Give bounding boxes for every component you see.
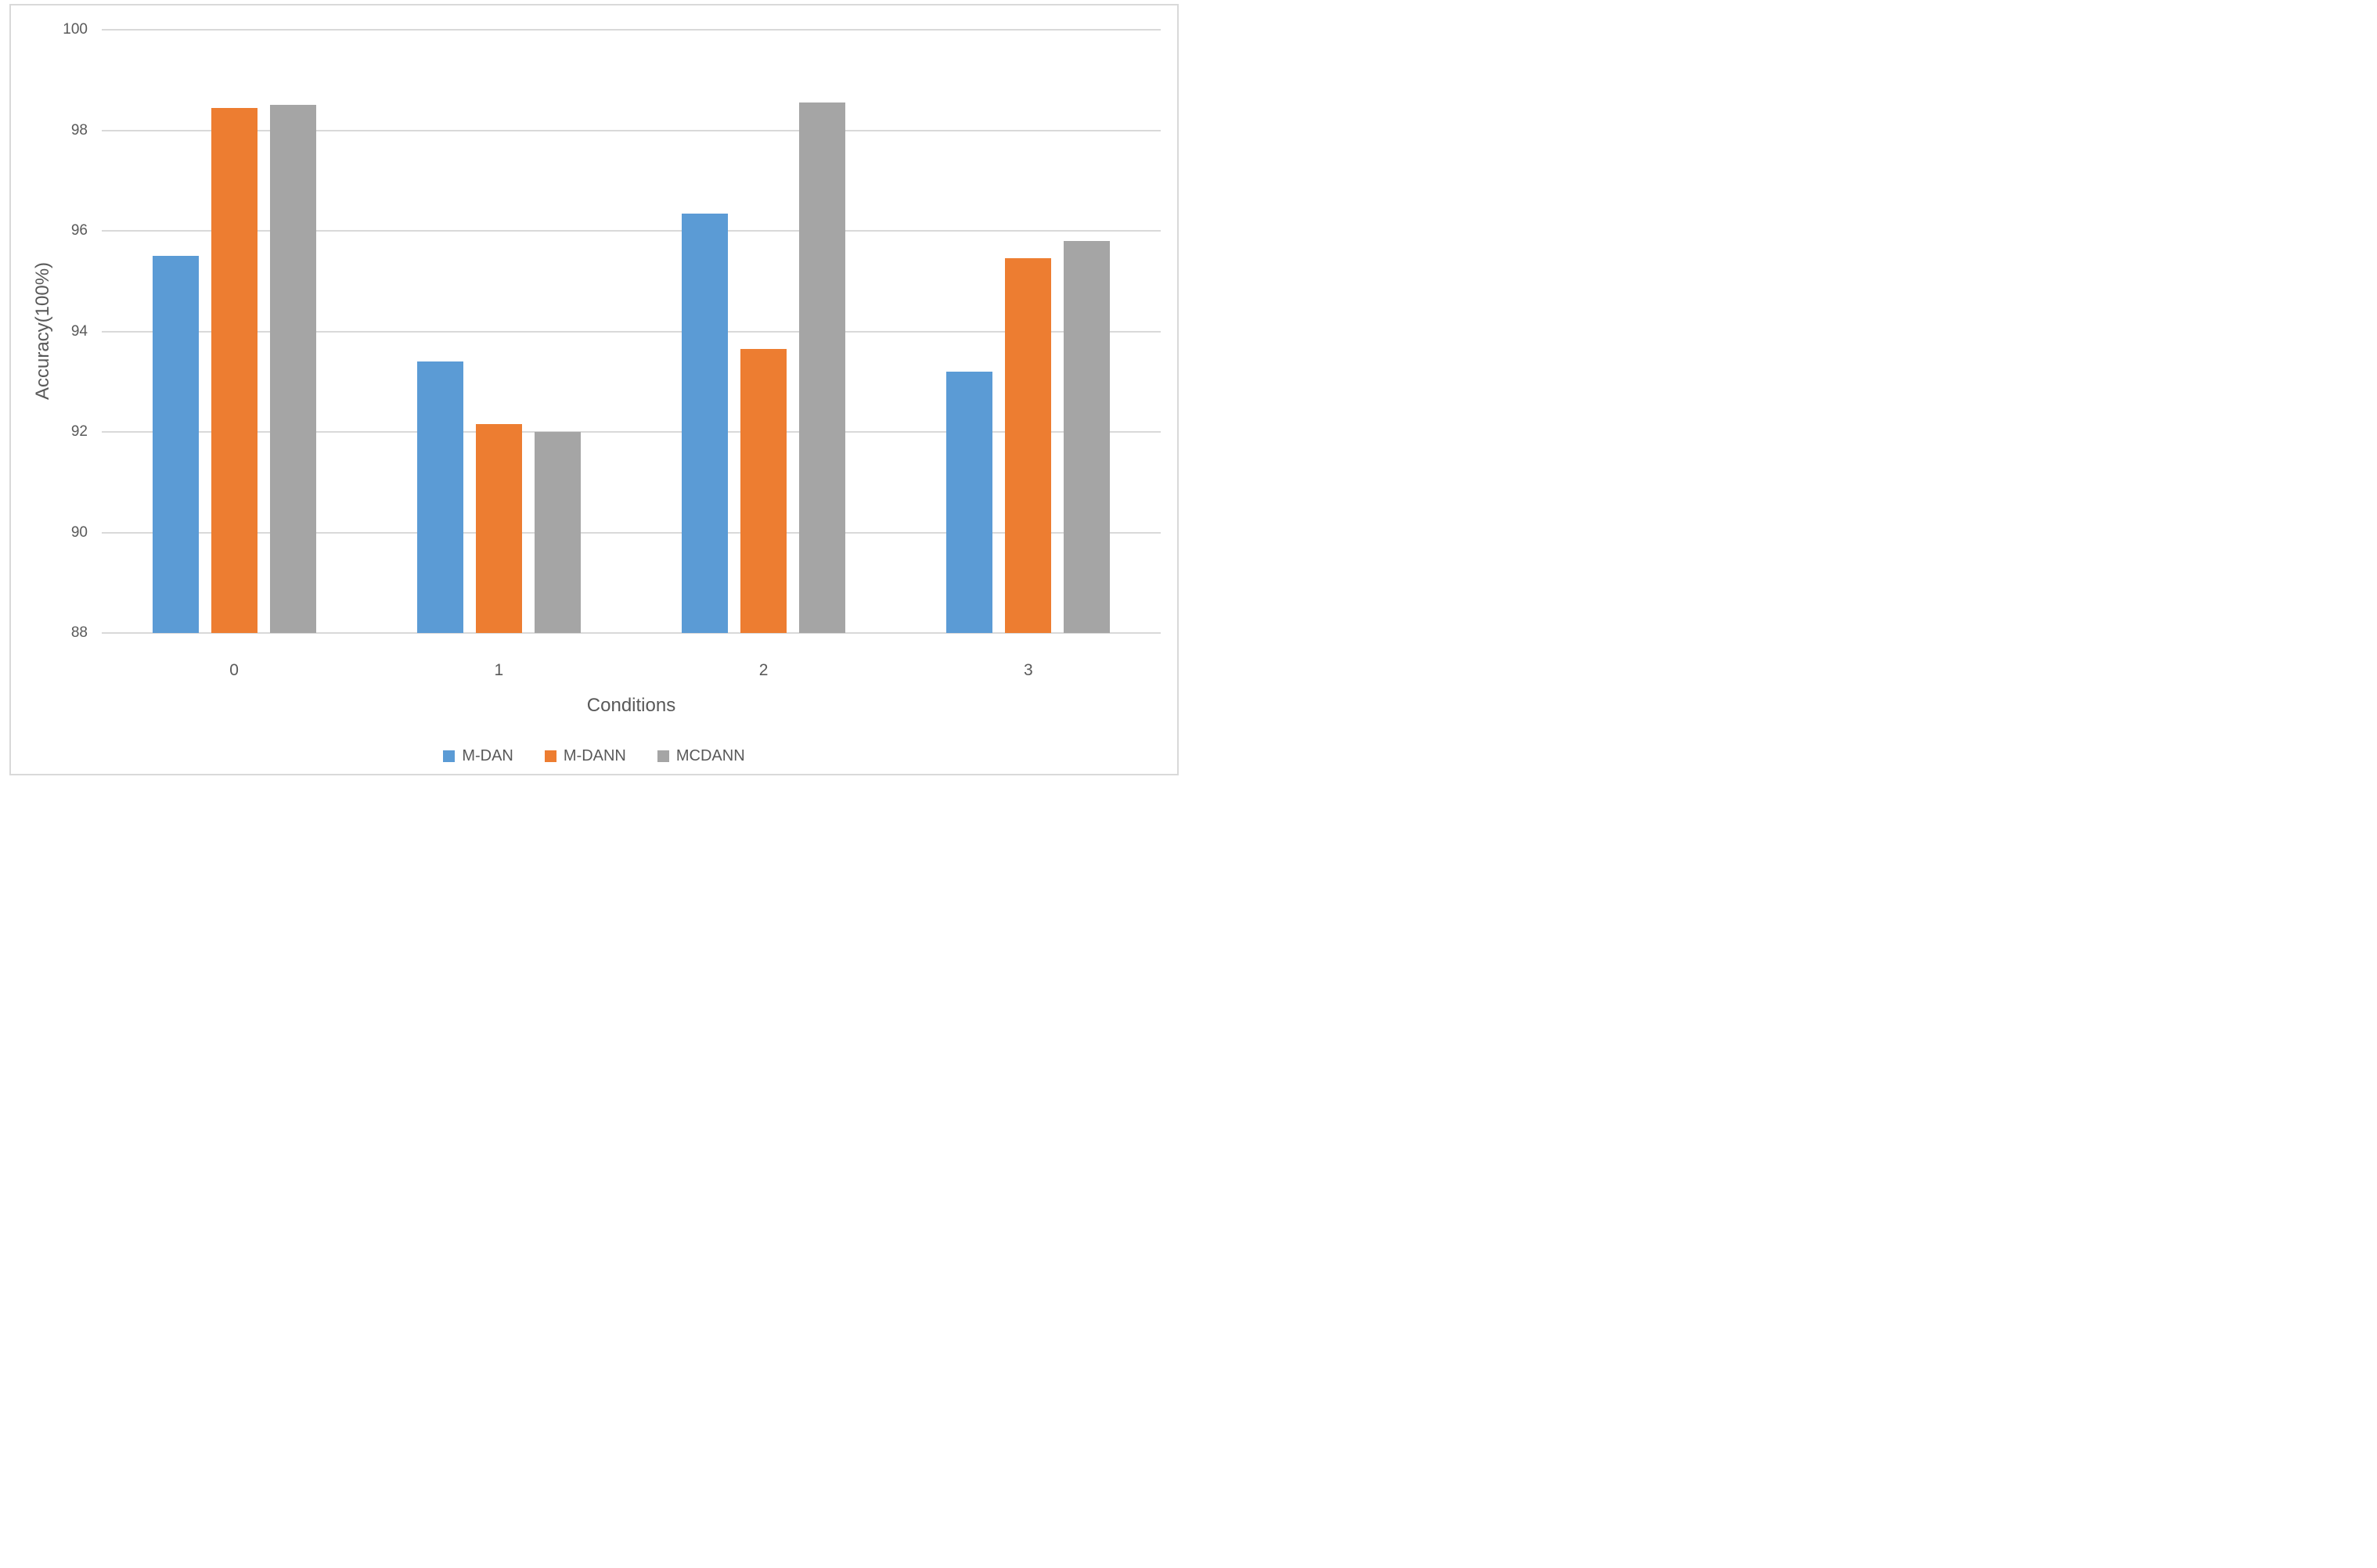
x-tick-label-1: 1 [494,661,504,679]
x-tick-label-3: 3 [1024,661,1033,679]
y-tick-label-94: 94 [70,322,88,340]
y-tick-label-90: 90 [70,523,88,541]
gridline-88 [102,632,1161,634]
legend-label-m-dann: M-DANN [563,746,626,764]
bar-m-dan-2 [682,213,729,633]
gridline-100 [102,29,1161,31]
bar-m-dann-3 [1005,258,1052,633]
y-tick-label-88: 88 [70,624,88,641]
legend-label-mcdann: MCDANN [675,746,745,764]
plot-area [102,29,1161,634]
gridline-94 [102,330,1161,333]
x-axis-title: Conditions [586,695,676,716]
legend-swatch-m-dan [443,750,456,762]
legend-item-m-dan: M-DAN [443,747,513,765]
bar-mcdann-3 [1064,240,1111,633]
bar-m-dan-1 [416,361,463,633]
legend-item-mcdann: MCDANN [657,747,745,765]
bar-m-dann-2 [740,349,787,633]
bar-m-dan-3 [946,371,993,633]
gridline-98 [102,129,1161,131]
legend-swatch-mcdann [657,750,669,762]
gridline-92 [102,431,1161,433]
legend-swatch-m-dann [544,750,556,762]
bar-m-dann-0 [211,107,258,633]
legend-label-m-dan: M-DAN [462,746,513,764]
y-tick-label-98: 98 [70,121,88,138]
legend-item-m-dann: M-DANN [544,746,626,765]
bar-mcdann-2 [799,102,846,633]
legend: M-DAN M-DANN MCDANN [0,744,1188,768]
x-tick-label-2: 2 [758,661,769,679]
gridline-90 [102,531,1161,534]
bar-m-dann-1 [475,424,522,633]
bar-mcdann-0 [269,105,316,633]
y-tick-label-100: 100 [63,21,88,38]
bar-m-dan-0 [152,256,199,633]
gridline-96 [102,230,1161,232]
y-tick-label-96: 96 [70,222,88,239]
bar-mcdann-1 [534,432,581,633]
x-tick-label-0: 0 [229,661,239,679]
y-tick-label-92: 92 [70,423,88,440]
